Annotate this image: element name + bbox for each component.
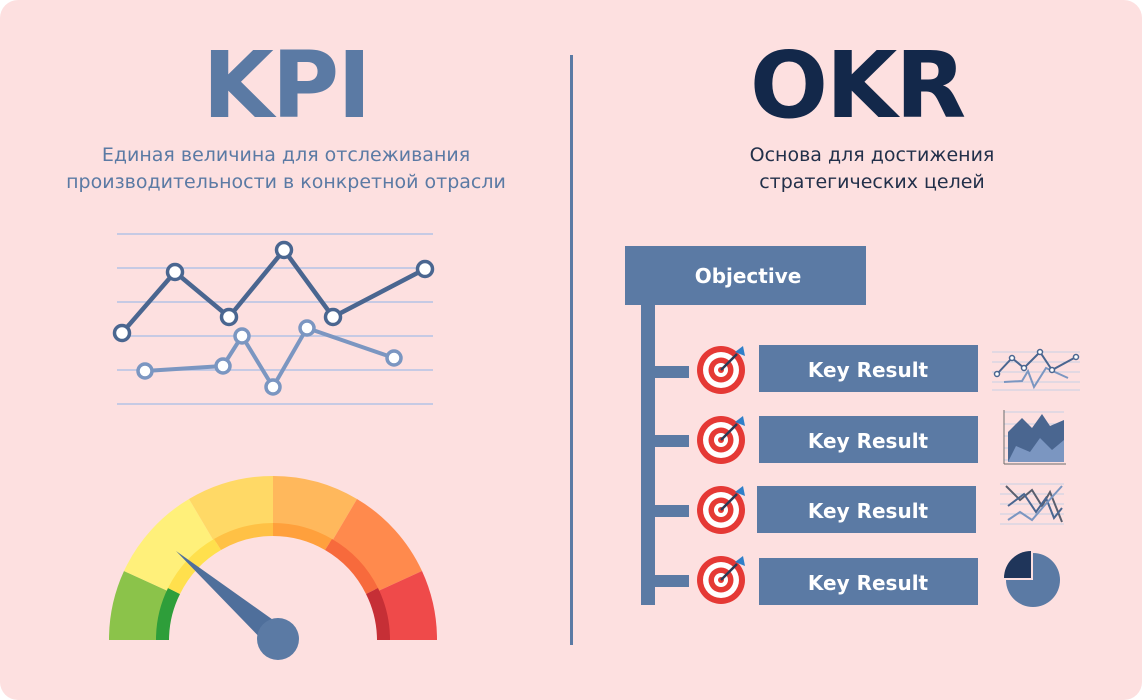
objective-label: Objective — [695, 264, 802, 288]
center-divider — [570, 55, 573, 645]
key-result-box-1 — [759, 345, 978, 392]
okr-subtitle: Основа для достижения стратегических цел… — [672, 142, 1072, 196]
series-line-light — [144, 326, 395, 389]
pie-chart-icon — [1004, 551, 1060, 607]
series-line-dark — [120, 247, 427, 335]
kpi-subtitle-line1: Единая величина для отслеживания — [101, 144, 471, 166]
kpi-title: KPI — [202, 32, 372, 139]
line-chart-icon — [992, 348, 1080, 391]
target-icon — [695, 344, 747, 396]
key-result-label-3: Key Result — [808, 499, 929, 523]
objective-box — [625, 246, 866, 305]
key-result-box-3 — [757, 486, 976, 533]
kpi-subtitle: Единая величина для отслеживания произво… — [40, 142, 532, 196]
target-icon — [695, 484, 747, 536]
okr-title: OKR — [749, 32, 966, 139]
okr-subtitle-line2: стратегических целей — [759, 171, 985, 193]
kpi-subtitle-line2: производительности в конкретной отрасли — [66, 171, 506, 193]
gauge-hub — [257, 618, 299, 660]
okr-subtitle-line1: Основа для достижения — [749, 144, 995, 166]
key-result-label-4: Key Result — [808, 571, 929, 595]
gauge-needle — [176, 551, 283, 647]
key-result-box-2 — [759, 416, 978, 463]
key-result-label-1: Key Result — [808, 358, 929, 382]
key-result-label-2: Key Result — [808, 429, 929, 453]
okr-tree: Objective Key Result Key Result Key Resu… — [625, 246, 978, 606]
kpi-line-chart — [112, 233, 435, 405]
key-result-box-4 — [759, 558, 978, 605]
target-icon — [695, 414, 747, 466]
series-points-light — [136, 319, 403, 396]
chart-gridlines — [117, 233, 433, 405]
zigzag-chart-icon — [1000, 483, 1064, 525]
area-chart-icon — [1003, 410, 1066, 465]
target-icon — [695, 554, 747, 606]
speedometer-gauge — [108, 475, 438, 660]
series-points-dark — [112, 240, 435, 343]
